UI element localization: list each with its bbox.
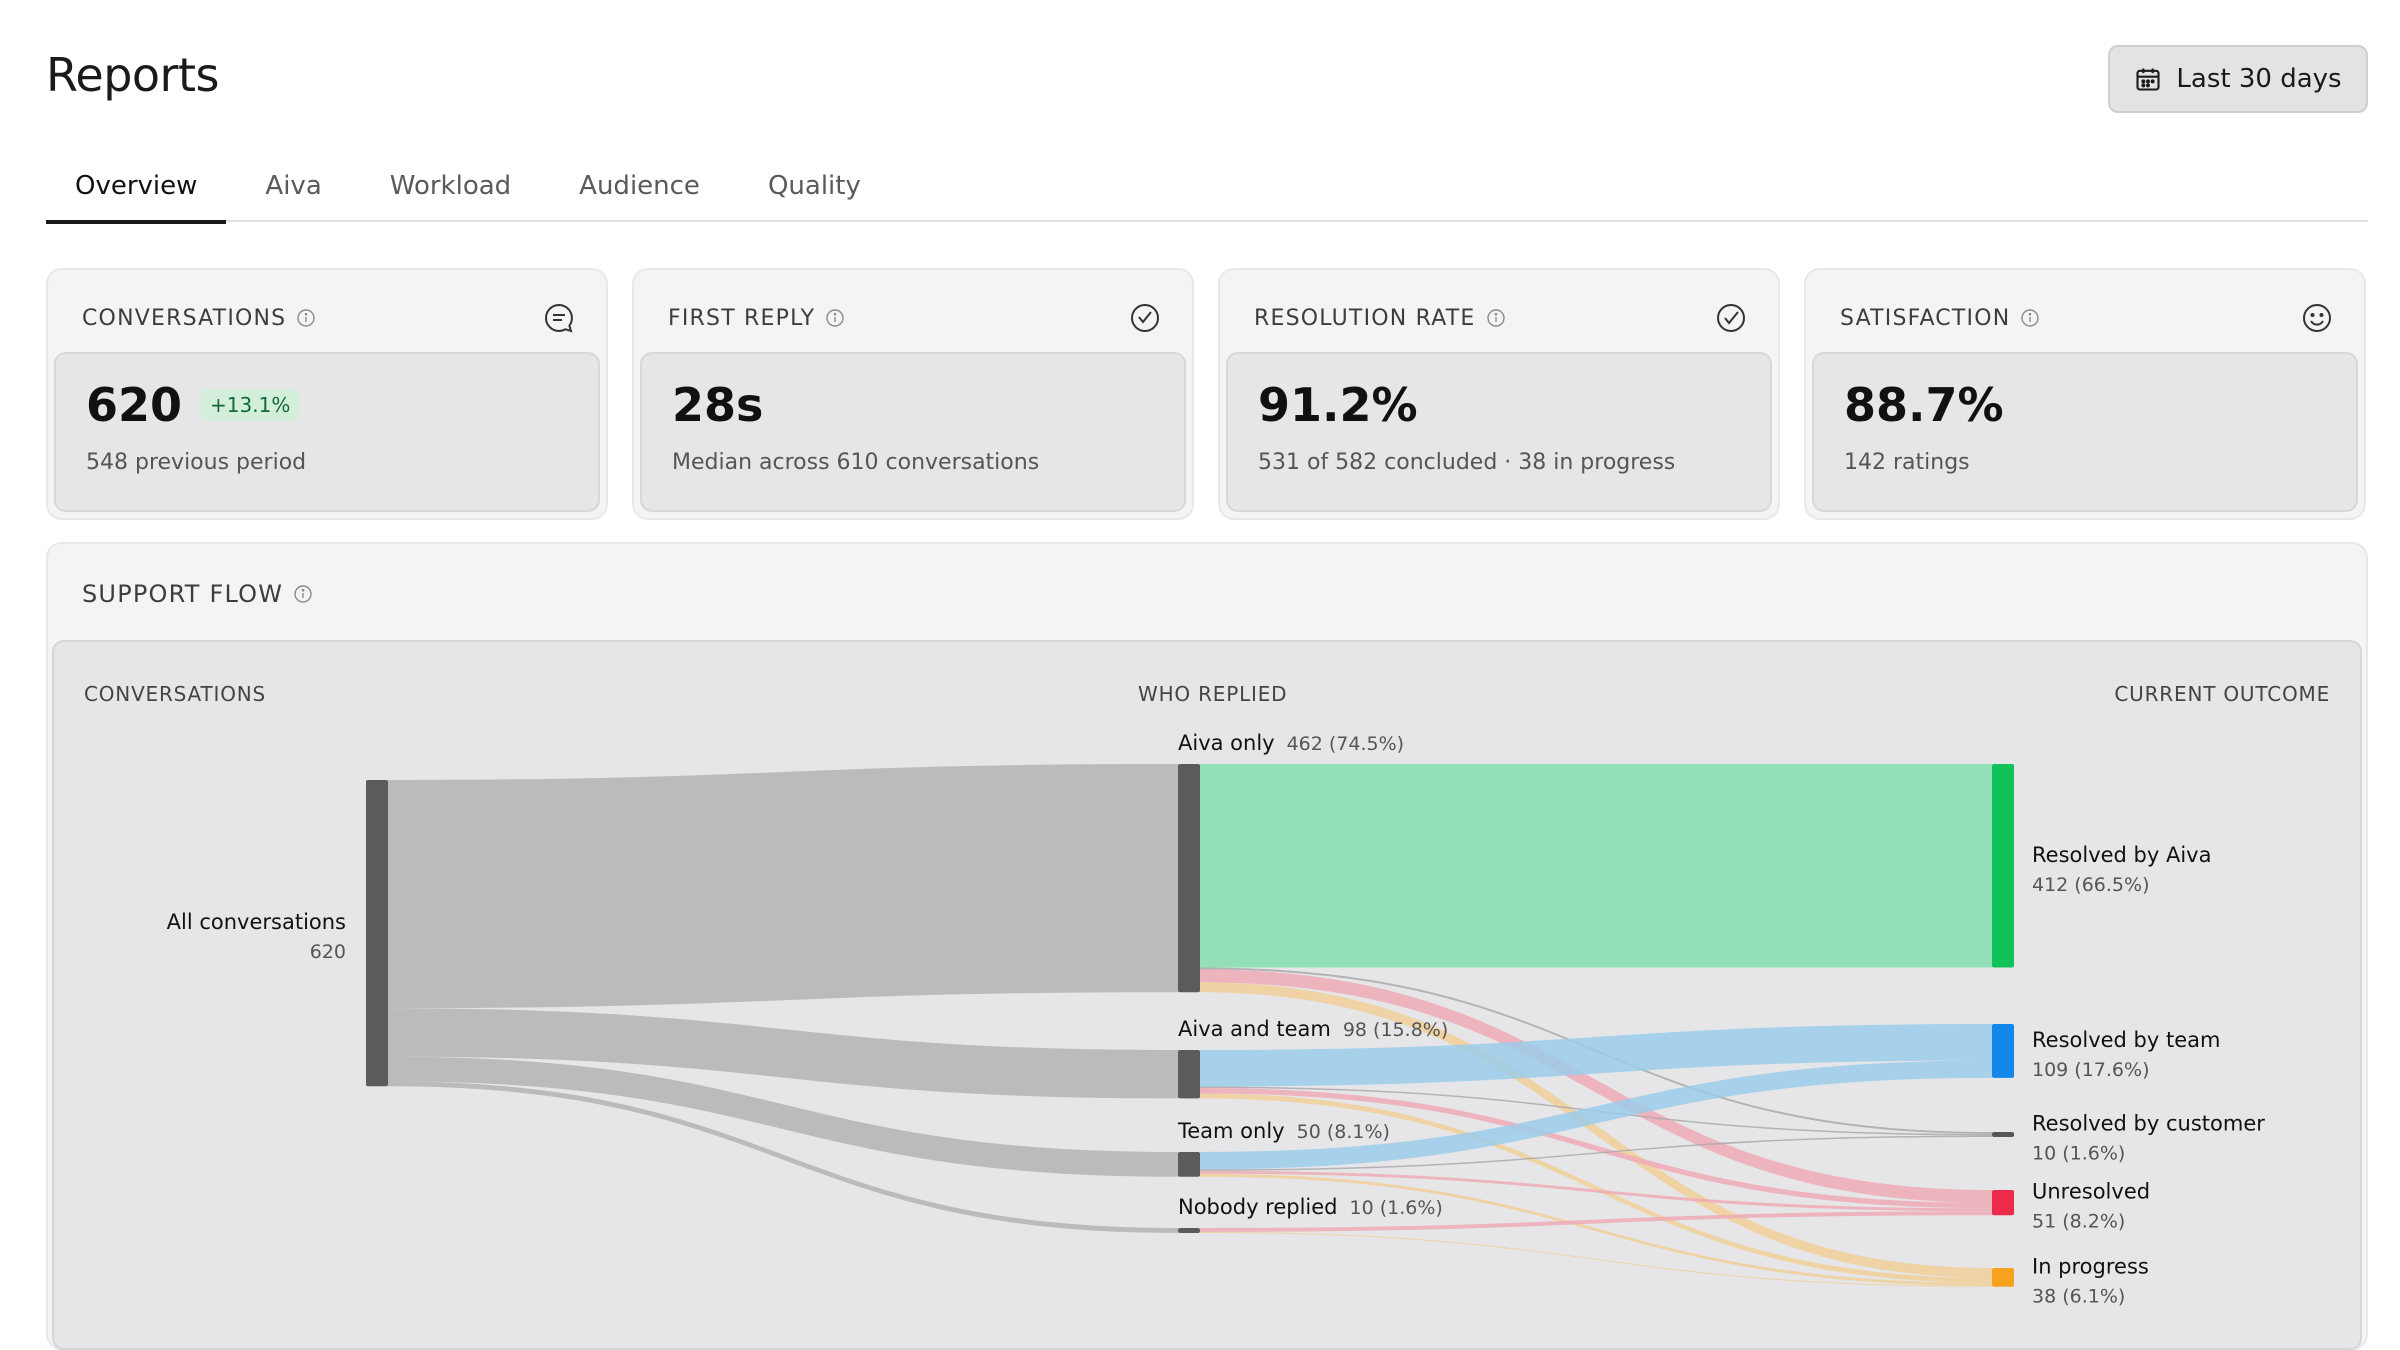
info-icon[interactable] — [825, 308, 845, 328]
calendar-icon — [2136, 68, 2160, 91]
report-tabs: Overview Aiva Workload Audience Quality — [46, 150, 2368, 224]
sankey-svg: Aiva only 462 (74.5%) Aiva and team 98 (15.… — [167, 731, 2266, 1307]
flow-none-unres — [1200, 1211, 1992, 1232]
sankey-chart: CONVERSATIONS WHO REPLIED CURRENT OUTCOM… — [52, 640, 2362, 1350]
metric-value: 91.2% — [1258, 378, 1418, 432]
flow-team-cust_res — [1200, 1135, 1992, 1171]
flow-team-prog — [1200, 1173, 1992, 1286]
replier-label-team: Team only 50 (8.1%) — [1177, 1119, 1390, 1143]
satisfaction-card: SATISFACTION 88.7% 142 ratings — [1804, 268, 2366, 520]
info-icon[interactable] — [296, 308, 316, 328]
replier-label-aiva: Aiva only 462 (74.5%) — [1178, 731, 1404, 755]
metric-value: 88.7% — [1844, 378, 2004, 432]
metric-subtext: 531 of 582 concluded · 38 in progress — [1258, 450, 1676, 475]
flow-team-unres — [1200, 1170, 1992, 1212]
outcome-team_res-label: Resolved by team — [2032, 1028, 2220, 1052]
first-reply-card: FIRST REPLY 28s Median across 610 conver… — [632, 268, 1194, 520]
replier-label-both: Aiva and team 98 (15.8%) — [1178, 1017, 1448, 1041]
replier-label-none: Nobody replied 10 (1.6%) — [1178, 1195, 1443, 1219]
card-title: CONVERSATIONS — [82, 305, 287, 331]
support-flow-panel: SUPPORT FLOW CONVERSATIONS WHO REPLIED C… — [46, 542, 2368, 1350]
chat-bubble-icon — [545, 303, 573, 333]
flow-none — [388, 1081, 1178, 1233]
outcome-aiva_res-label: Resolved by Aiva — [2032, 843, 2211, 867]
smiley-icon — [2303, 304, 2331, 332]
flow-both-team_res — [1200, 1024, 1992, 1087]
node-both — [1178, 1050, 1200, 1099]
column-header-current-outcome: CURRENT OUTCOME — [2114, 682, 2330, 706]
card-title: SATISFACTION — [1840, 305, 2011, 331]
node-prog — [1992, 1268, 2014, 1287]
source-label: All conversations — [167, 910, 346, 934]
info-icon[interactable] — [1486, 308, 1506, 328]
flow-team-team_res — [1200, 1060, 1992, 1170]
column-header-who-replied: WHO REPLIED — [1138, 682, 1288, 706]
node-aiva_res — [1992, 764, 2014, 968]
info-icon[interactable] — [293, 584, 313, 604]
tab-overview[interactable]: Overview — [46, 150, 227, 224]
node-all-conversations — [366, 780, 388, 1087]
tab-quality[interactable]: Quality — [767, 171, 861, 201]
flow-both-unres — [1200, 1088, 1992, 1209]
flow-both-prog — [1200, 1093, 1992, 1283]
card-title: FIRST REPLY — [668, 305, 816, 331]
page-title: Reports — [46, 48, 219, 102]
flow-both — [388, 1008, 1178, 1099]
outcome-unres-label: Unresolved — [2032, 1180, 2150, 1204]
metric-value: 28s — [672, 378, 764, 432]
support-flow-title: SUPPORT FLOW — [82, 580, 284, 608]
flow-aiva-prog — [1200, 982, 1992, 1278]
card-title: RESOLUTION RATE — [1254, 305, 1476, 331]
outcome-team_res-value: 109 (17.6%) — [2032, 1059, 2150, 1081]
date-range-label: Last 30 days — [2176, 64, 2342, 94]
flow-aiva — [388, 764, 1178, 1009]
metric-value: 620 — [86, 378, 183, 432]
circle-check-icon — [1717, 304, 1745, 332]
tab-workload[interactable]: Workload — [389, 171, 512, 201]
flow-team — [388, 1056, 1178, 1177]
outcome-cust_res-label: Resolved by customer — [2032, 1111, 2265, 1135]
clock-check-icon — [1131, 304, 1159, 332]
node-unres — [1992, 1190, 2014, 1216]
node-team — [1178, 1152, 1200, 1177]
outcome-aiva_res-value: 412 (66.5%) — [2032, 874, 2150, 896]
flow-aiva-aiva_res — [1200, 764, 1992, 968]
info-icon[interactable] — [2020, 308, 2040, 328]
source-value: 620 — [310, 941, 346, 963]
metric-subtext: Median across 610 conversations — [672, 450, 1040, 475]
node-cust_res — [1992, 1132, 2014, 1137]
node-aiva — [1178, 764, 1200, 993]
conversations-card: CONVERSATIONS 620 +13.1% 548 previous pe… — [46, 268, 608, 520]
tab-audience[interactable]: Audience — [579, 171, 700, 201]
column-header-conversations: CONVERSATIONS — [84, 682, 266, 706]
flow-none-prog — [1200, 1231, 1992, 1287]
delta-badge: +13.1% — [200, 389, 301, 421]
tab-aiva[interactable]: Aiva — [265, 171, 322, 201]
metric-subtext: 142 ratings — [1844, 450, 1970, 475]
node-none — [1178, 1228, 1200, 1233]
outcome-unres-value: 51 (8.2%) — [2032, 1211, 2125, 1233]
node-team_res — [1992, 1024, 2014, 1078]
outcome-prog-value: 38 (6.1%) — [2032, 1285, 2125, 1307]
date-range-button[interactable]: Last 30 days — [2108, 45, 2368, 113]
metric-subtext: 548 previous period — [86, 450, 307, 475]
outcome-prog-label: In progress — [2032, 1254, 2149, 1278]
outcome-cust_res-value: 10 (1.6%) — [2032, 1142, 2125, 1164]
flow-aiva-unres — [1200, 969, 1992, 1203]
resolution-rate-card: RESOLUTION RATE 91.2% 531 of 582 conclud… — [1218, 268, 1780, 520]
